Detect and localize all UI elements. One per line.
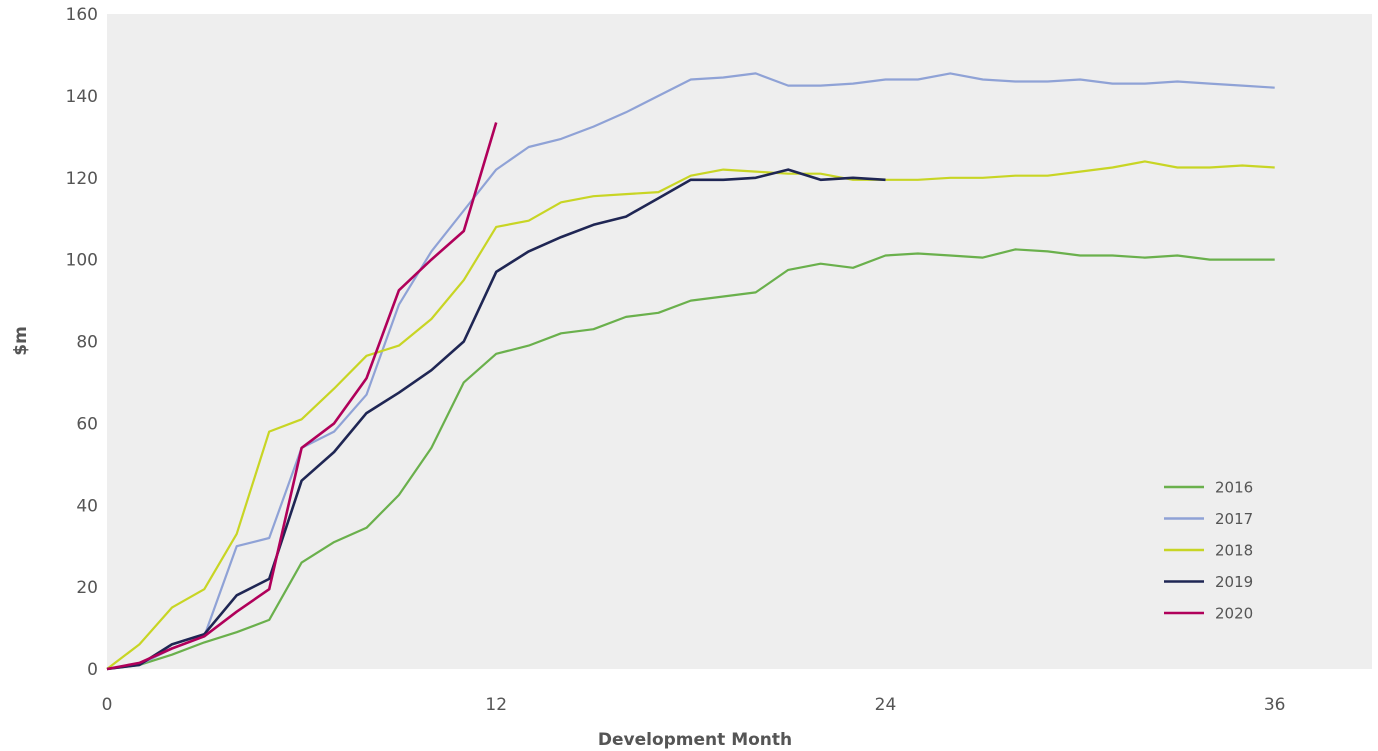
y-tick-label: 160 (66, 5, 98, 25)
series-line-2019 (106, 168, 886, 671)
series-lines (106, 72, 1275, 671)
x-tick-label: 24 (875, 695, 897, 715)
y-tick-label: 40 (76, 496, 98, 516)
y-tick-label: 60 (76, 414, 98, 434)
plot-background (107, 14, 1372, 669)
y-tick-label: 20 (76, 578, 98, 598)
y-tick-label: 100 (66, 251, 98, 271)
y-tick-label: 120 (66, 169, 98, 189)
y-tick-label: 140 (66, 87, 98, 107)
legend-label-2016: 2016 (1215, 479, 1253, 497)
series-line-2020 (106, 122, 498, 671)
legend-label-2017: 2017 (1215, 510, 1253, 528)
x-tick-label: 0 (102, 695, 113, 715)
y-axis-title: $m (11, 326, 31, 356)
legend-label-2018: 2018 (1215, 542, 1253, 560)
x-axis-title: Development Month (598, 730, 792, 750)
x-tick-label: 36 (1264, 695, 1286, 715)
legend: 2016 2017 2018 2019 2020 (1164, 479, 1253, 623)
legend-label-2020: 2020 (1215, 605, 1253, 623)
y-tick-label: 80 (76, 333, 98, 353)
x-tick-label: 12 (485, 695, 507, 715)
series-line-2016 (106, 248, 1275, 671)
legend-label-2019: 2019 (1215, 573, 1253, 591)
y-tick-label: 0 (87, 660, 98, 680)
x-axis-ticks: 0 12 24 36 (102, 695, 1286, 715)
series-line-2018 (106, 160, 1275, 670)
y-axis-ticks: 0 20 40 60 80 100 120 140 160 (66, 5, 98, 680)
